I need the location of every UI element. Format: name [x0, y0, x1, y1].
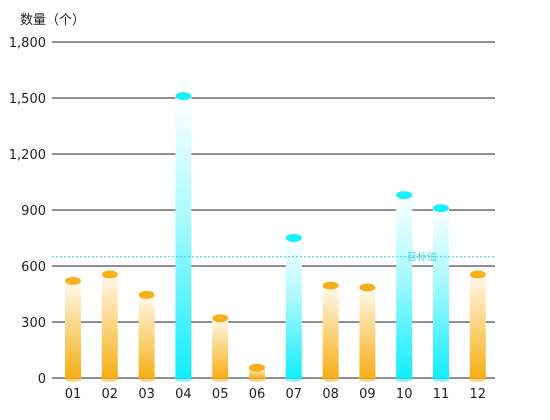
x-tick-label: 12 [470, 387, 487, 402]
bars [64, 92, 487, 382]
x-axis-ticks: 01 02 03 04 05 06 07 08 09 10 11 12 [65, 387, 486, 402]
bar-12 [468, 270, 487, 382]
bar-body [396, 195, 413, 378]
gridlines [52, 41, 495, 379]
x-tick-label: 03 [138, 387, 155, 402]
y-tick-label: 300 [21, 316, 46, 331]
bar-body [212, 318, 229, 378]
bar-cap [322, 281, 339, 290]
bar-cap [359, 283, 376, 292]
bar-body [433, 208, 449, 378]
bar-01 [64, 276, 82, 382]
bar-cap [138, 290, 155, 299]
bar-cap [433, 204, 449, 213]
y-tick-label: 600 [21, 260, 46, 275]
bar-cap [396, 191, 413, 200]
y-tick-label: 1,800 [9, 36, 46, 51]
bar-09 [358, 283, 377, 382]
bar-body [175, 96, 192, 378]
x-tick-label: 11 [433, 387, 450, 402]
bar-06 [248, 363, 266, 382]
bar-03 [137, 290, 156, 382]
bar-body [138, 294, 155, 378]
bar-04 [174, 92, 193, 382]
bar-05 [211, 314, 230, 382]
bar-cap [285, 234, 302, 242]
y-tick-label: 1,500 [9, 92, 46, 107]
bar-cap [212, 314, 229, 323]
bar-cap [65, 276, 81, 285]
bar-08 [321, 281, 340, 382]
y-axis-ticks: 0 300 600 900 1,200 1,500 1,800 [9, 36, 46, 387]
bar-body [469, 274, 486, 378]
bar-10 [395, 191, 414, 382]
bar-body [101, 274, 118, 378]
bar-cap [101, 270, 118, 279]
x-tick-label: 01 [65, 387, 82, 402]
y-axis-title: 数量（个） [20, 13, 85, 28]
x-tick-label: 04 [175, 387, 192, 402]
bar-body [322, 285, 339, 378]
bar-body [249, 367, 265, 378]
x-tick-label: 02 [102, 387, 119, 402]
bar-body [285, 238, 302, 378]
x-tick-label: 08 [322, 387, 339, 402]
bar-body [359, 287, 376, 378]
bar-11 [432, 204, 450, 382]
y-tick-label: 0 [38, 372, 46, 387]
bar-02 [100, 270, 119, 382]
y-tick-label: 1,200 [9, 148, 46, 163]
bar-body [65, 280, 81, 378]
bar-cap [469, 270, 486, 279]
bar-cap [249, 363, 265, 372]
x-tick-label: 09 [359, 387, 376, 402]
x-tick-label: 07 [286, 387, 303, 402]
x-tick-label: 10 [396, 387, 413, 402]
target-line-group: 目标值 [52, 251, 495, 264]
bar-cap [175, 92, 192, 101]
y-tick-label: 900 [21, 204, 46, 219]
bar-07 [284, 234, 303, 382]
target-label: 目标值 [407, 251, 437, 264]
x-tick-label: 06 [249, 387, 266, 402]
x-tick-label: 05 [212, 387, 229, 402]
